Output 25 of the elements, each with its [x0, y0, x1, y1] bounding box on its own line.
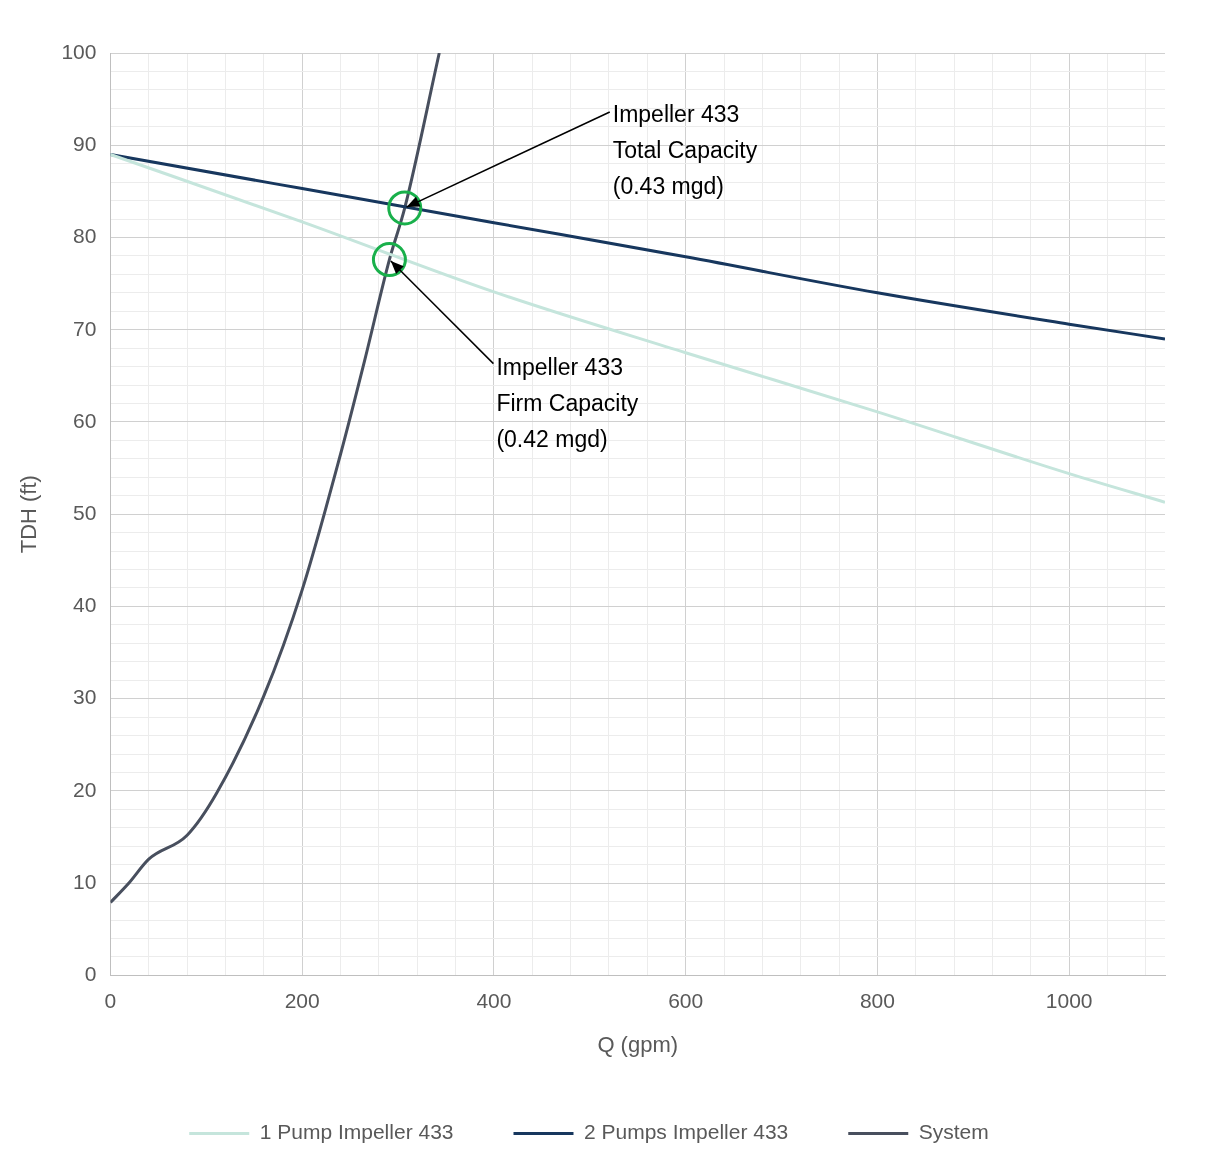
- annotation: Impeller 433 Total Capacity (0.43 mgd): [612, 100, 758, 199]
- x-tick-label: 800: [859, 988, 895, 1012]
- y-axis-title: TDH (ft): [16, 475, 42, 554]
- y-tick-label: 100: [61, 39, 97, 63]
- y-tick-label: 90: [73, 132, 97, 156]
- y-tick-label: 70: [73, 316, 97, 340]
- y-tick-label: 30: [73, 685, 97, 709]
- line-series: [110, 53, 441, 905]
- x-tick-label: 1000: [1045, 988, 1093, 1012]
- y-tick-label: 50: [73, 501, 97, 524]
- annotation: Impeller 433 Firm Capacity (0.42 mgd): [496, 354, 639, 453]
- y-tick-label: 80: [73, 224, 97, 248]
- x-axis-title: Q (gpm): [597, 1031, 679, 1057]
- legend-label: 2 Pumps Impeller 433: [583, 1120, 789, 1144]
- y-tick-label: 40: [73, 593, 97, 617]
- x-tick-label: 200: [284, 988, 320, 1012]
- y-tick-label: 10: [73, 869, 97, 893]
- y-tick-label: 0: [84, 962, 97, 986]
- x-tick-label: 400: [476, 988, 512, 1012]
- legend-label: 1 Pump Impeller 433: [259, 1120, 454, 1144]
- legend-label: System: [918, 1120, 989, 1144]
- y-tick-label: 60: [73, 408, 97, 432]
- x-tick-label: 600: [668, 988, 704, 1012]
- x-tick-label: 0: [104, 988, 117, 1012]
- y-tick-label: 20: [73, 777, 97, 801]
